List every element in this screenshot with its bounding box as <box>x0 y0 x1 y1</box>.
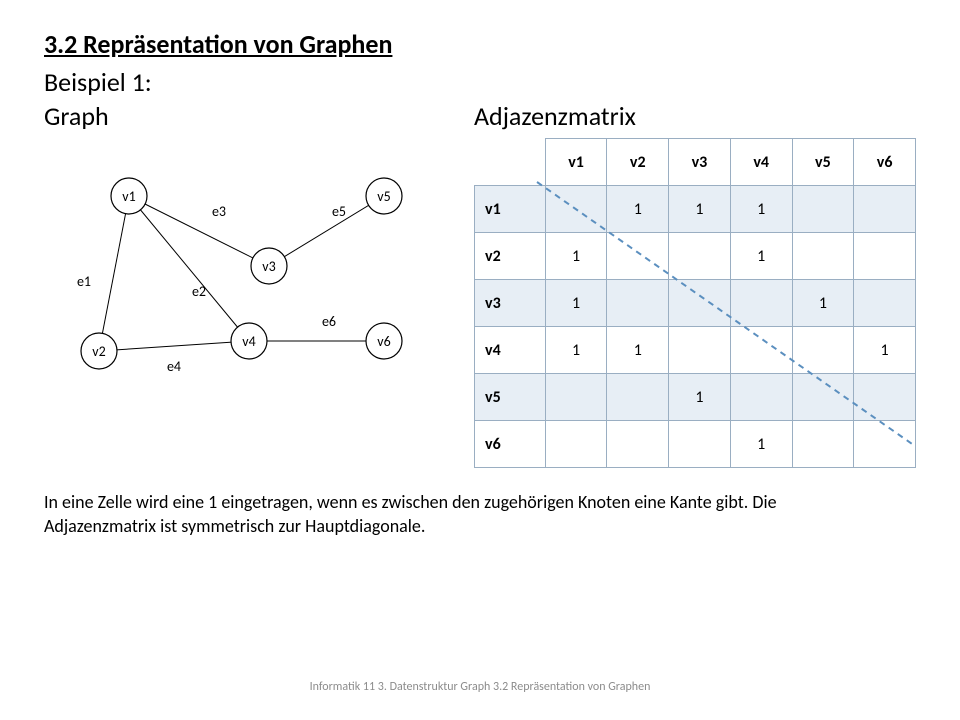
matrix-cell <box>792 186 854 233</box>
content-row: e1e2e3e4e5e6v1v2v3v4v5v6 v1v2v3v4v5v6v11… <box>44 138 916 468</box>
matrix-cell <box>669 421 731 468</box>
matrix-cell: 1 <box>792 280 854 327</box>
matrix-cell <box>854 186 916 233</box>
matrix-cell: 1 <box>854 327 916 374</box>
matrix-table: v1v2v3v4v5v6v1111v211v311v4111v51v61 <box>474 138 916 468</box>
matrix-cell <box>730 280 792 327</box>
matrix-cell <box>792 374 854 421</box>
matrix-cell: 1 <box>730 233 792 280</box>
matrix-cell <box>545 186 607 233</box>
matrix-cell <box>854 233 916 280</box>
matrix-row-header: v4 <box>475 327 546 374</box>
matrix-col-header: v4 <box>730 139 792 186</box>
graph-edge <box>99 196 129 351</box>
node-label: v6 <box>377 333 390 350</box>
matrix-cell <box>854 421 916 468</box>
matrix-cell: 1 <box>545 280 607 327</box>
matrix-cell <box>669 280 731 327</box>
matrix-cell: 1 <box>730 421 792 468</box>
matrix-cell: 1 <box>607 186 669 233</box>
matrix-corner-cell <box>475 139 546 186</box>
slide: 3.2 Repräsentation von Graphen Beispiel … <box>0 0 960 720</box>
matrix-col-header: v5 <box>792 139 854 186</box>
matrix-row-header: v5 <box>475 374 546 421</box>
matrix-cell <box>607 280 669 327</box>
matrix-cell: 1 <box>730 186 792 233</box>
matrix-cell <box>854 280 916 327</box>
node-label: v4 <box>242 333 255 350</box>
matrix-row-header: v2 <box>475 233 546 280</box>
matrix-cell <box>607 421 669 468</box>
graph-svg: e1 e2 e3 e4 e5 e6 v1 v2 v3 v4 v5 v6 <box>44 156 434 396</box>
edge-label: e4 <box>167 358 181 375</box>
edge-label: e2 <box>192 283 206 300</box>
example-label: Beispiel 1: <box>44 66 916 98</box>
matrix-cell <box>730 374 792 421</box>
node-label: v5 <box>377 188 390 205</box>
matrix-cell <box>607 374 669 421</box>
matrix-row-header: v6 <box>475 421 546 468</box>
matrix-row-header: v1 <box>475 186 546 233</box>
matrix-cell: 1 <box>545 327 607 374</box>
matrix-cell: 1 <box>669 374 731 421</box>
edge-label: e3 <box>212 203 226 220</box>
matrix-cell <box>730 327 792 374</box>
edge-label: e6 <box>322 313 336 330</box>
matrix-col-header: v1 <box>545 139 607 186</box>
graph-edge <box>129 196 269 266</box>
matrix-cell <box>669 327 731 374</box>
matrix-cell <box>792 327 854 374</box>
matrix-col-header: v3 <box>669 139 731 186</box>
subheaders-row: Graph Adjazenzmatrix <box>44 100 916 132</box>
matrix-cell <box>854 374 916 421</box>
matrix-cell <box>792 421 854 468</box>
matrix-row-header: v3 <box>475 280 546 327</box>
explanation-text: In eine Zelle wird eine 1 eingetragen, w… <box>44 490 864 539</box>
edge-label: e1 <box>77 273 91 290</box>
matrix-cell: 1 <box>669 186 731 233</box>
graph-edge <box>99 341 249 351</box>
slide-footer: Informatik 11 3. Datenstruktur Graph 3.2… <box>0 680 960 694</box>
node-label: v1 <box>122 188 135 205</box>
matrix-cell <box>607 233 669 280</box>
matrix-heading: Adjazenzmatrix <box>474 100 916 132</box>
graph-edge <box>129 196 249 341</box>
matrix-cell <box>792 233 854 280</box>
matrix-col-header: v2 <box>607 139 669 186</box>
section-title: 3.2 Repräsentation von Graphen <box>44 28 916 60</box>
graph-diagram: e1 e2 e3 e4 e5 e6 v1 v2 v3 v4 v5 v6 <box>44 138 474 401</box>
node-label: v2 <box>92 343 105 360</box>
matrix-col-header: v6 <box>854 139 916 186</box>
graph-edge <box>269 196 384 266</box>
edge-label: e5 <box>332 203 346 220</box>
matrix-cell <box>545 421 607 468</box>
adjacency-matrix: v1v2v3v4v5v6v1111v211v311v4111v51v61 <box>474 138 916 468</box>
graph-heading: Graph <box>44 100 474 132</box>
matrix-cell: 1 <box>607 327 669 374</box>
matrix-cell: 1 <box>545 233 607 280</box>
matrix-cell <box>545 374 607 421</box>
node-label: v3 <box>262 258 275 275</box>
matrix-cell <box>669 233 731 280</box>
